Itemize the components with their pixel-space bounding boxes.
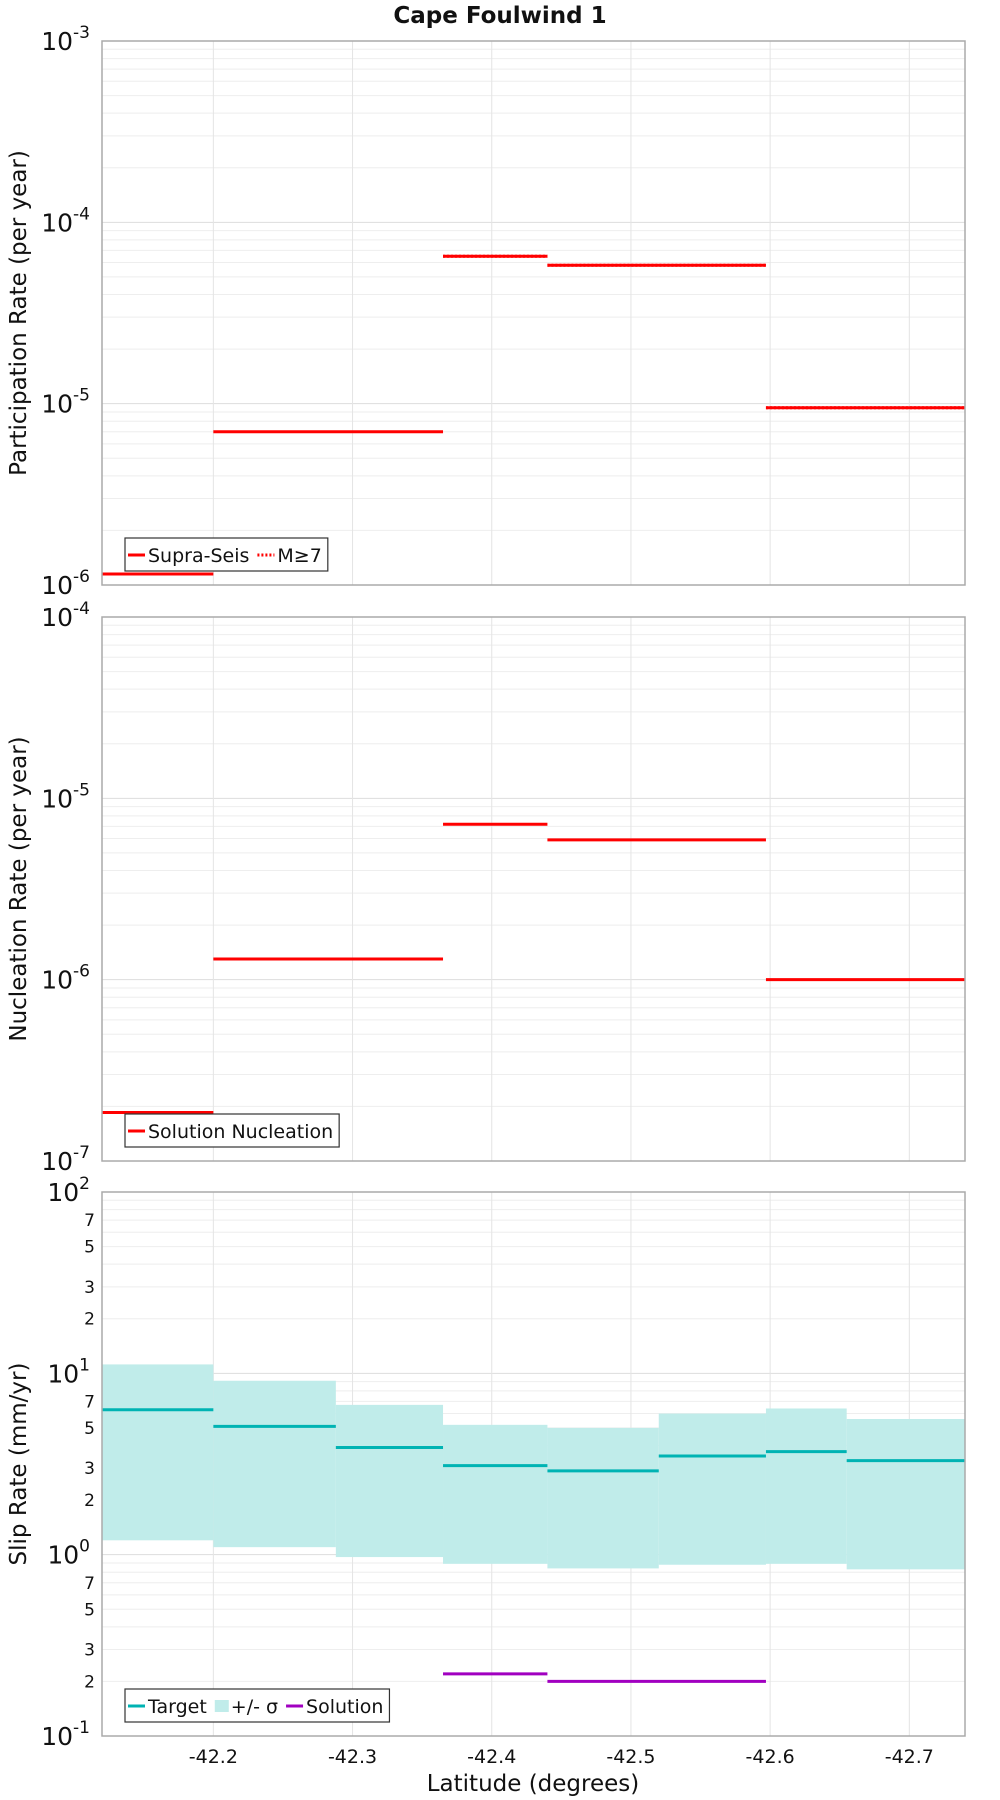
y-tick-label: 10-7 bbox=[41, 1143, 90, 1176]
y-minor-tick-label: 7 bbox=[84, 1392, 95, 1412]
band-segment bbox=[443, 1424, 548, 1564]
band-segment bbox=[846, 1418, 965, 1570]
y-axis-label: Slip Rate (mm/yr) bbox=[6, 1363, 32, 1566]
y-tick-label: 101 bbox=[47, 1355, 90, 1388]
y-tick-label: 10-6 bbox=[41, 962, 90, 995]
plot-frame bbox=[101, 40, 966, 586]
y-minor-tick-label: 3 bbox=[84, 1278, 95, 1298]
x-tick-label: -42.6 bbox=[746, 1746, 795, 1768]
chart-title: Cape Foulwind 1 bbox=[393, 3, 606, 29]
y-minor-tick-label: 3 bbox=[84, 1459, 95, 1479]
y-tick-label: 10-5 bbox=[41, 780, 90, 813]
x-tick-label: -42.3 bbox=[328, 1746, 377, 1768]
panel-2: 10-7 10-6 10-5 10-4 Nucleation Rate (per yea… bbox=[6, 599, 966, 1176]
x-tick-label: -42.2 bbox=[189, 1746, 238, 1768]
y-minor-tick-label: 2 bbox=[84, 1491, 95, 1511]
y-tick-label: 10-5 bbox=[41, 386, 90, 419]
x-tick-label: -42.4 bbox=[467, 1746, 516, 1768]
legend: Supra-Seis M≥7 bbox=[124, 537, 329, 572]
y-minor-tick-label: 7 bbox=[84, 1574, 95, 1594]
y-minor-tick-label: 5 bbox=[84, 1600, 95, 1620]
y-tick-label: 10-1 bbox=[41, 1718, 90, 1751]
legend-label: Supra-Seis bbox=[148, 545, 249, 567]
y-minor-tick-label: 2 bbox=[84, 1310, 95, 1330]
plot-frame bbox=[101, 616, 966, 1162]
band-segment bbox=[213, 1380, 336, 1548]
band-segment bbox=[102, 1364, 214, 1541]
y-minor-tick-label: 5 bbox=[84, 1419, 95, 1439]
plot-frame bbox=[101, 1191, 966, 1737]
y-tick-label: 10-4 bbox=[41, 599, 90, 632]
band-segment bbox=[547, 1427, 659, 1569]
y-minor-tick-label: 7 bbox=[84, 1211, 95, 1231]
y-axis-label: Nucleation Rate (per year) bbox=[6, 736, 32, 1041]
band-segment bbox=[335, 1404, 444, 1558]
y-tick-label: 10-6 bbox=[41, 567, 90, 600]
y-tick-label: 10-3 bbox=[41, 23, 90, 56]
y-minor-tick-label: 2 bbox=[84, 1672, 95, 1692]
chart-panels: 10-6 10-5 10-4 10-3 Participation Rate (per … bbox=[6, 23, 966, 1768]
panel-3: 10-1 100 101 102 2 3 5 7 2 3 5 7 2 3 5 7 Slip Rate (mm/y… bbox=[6, 1174, 966, 1751]
legend: Solution Nucleation bbox=[124, 1113, 340, 1148]
x-axis-label: Latitude (degrees) bbox=[427, 1771, 640, 1797]
legend-label: Solution bbox=[306, 1696, 383, 1718]
band-segment bbox=[658, 1413, 766, 1565]
x-tick-label: -42.5 bbox=[606, 1746, 655, 1768]
legend-label: Solution Nucleation bbox=[148, 1121, 333, 1143]
y-axis-label: Participation Rate (per year) bbox=[6, 150, 32, 476]
legend-swatch bbox=[214, 1700, 229, 1712]
y-tick-label: 102 bbox=[47, 1174, 90, 1207]
y-minor-tick-label: 5 bbox=[84, 1238, 95, 1258]
legend-box bbox=[124, 537, 329, 572]
panel-1: 10-6 10-5 10-4 10-3 Participation Rate (per … bbox=[6, 23, 966, 600]
y-tick-label: 10-4 bbox=[41, 204, 90, 237]
legend-label: +/- σ bbox=[231, 1696, 278, 1718]
y-tick-label: 100 bbox=[47, 1537, 90, 1570]
legend-box bbox=[124, 1113, 340, 1148]
band-segment bbox=[765, 1408, 847, 1564]
legend-label: Target bbox=[147, 1696, 207, 1718]
y-minor-tick-label: 3 bbox=[84, 1640, 95, 1660]
legend-label: M≥7 bbox=[277, 545, 321, 567]
x-axis-ticks: -42.2 -42.3 -42.4 -42.5 -42.6 -42.7 bbox=[189, 1746, 934, 1768]
legend: Target +/- σ Solution bbox=[124, 1688, 391, 1723]
x-tick-label: -42.7 bbox=[885, 1746, 934, 1768]
legend-box bbox=[124, 1688, 391, 1723]
